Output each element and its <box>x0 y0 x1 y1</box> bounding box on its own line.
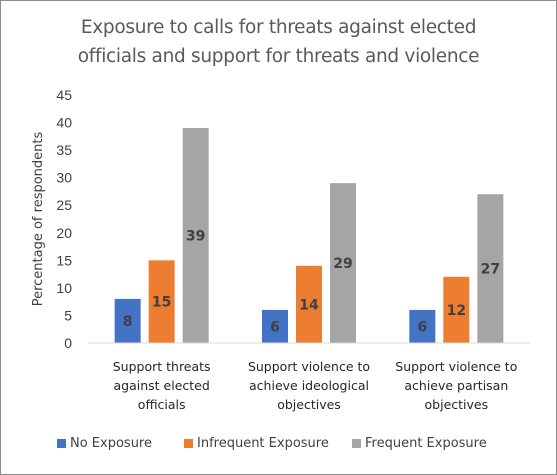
legend-item: No Exposure <box>57 436 152 451</box>
category-label-line: Support violence to <box>248 359 370 374</box>
y-tick-label: 15 <box>56 252 72 268</box>
category-label-line: officials <box>138 397 186 412</box>
data-labels: 8 15 39 6 14 29 6 12 27 <box>123 229 500 336</box>
legend-label: No Exposure <box>70 436 152 451</box>
y-axis-ticks: 0 5 10 15 20 25 30 35 40 45 <box>56 87 72 351</box>
data-label: 8 <box>123 314 133 330</box>
bar <box>330 183 356 343</box>
legend-swatch <box>352 439 361 448</box>
bar <box>409 309 436 343</box>
data-label: 6 <box>417 319 427 335</box>
y-tick-label: 45 <box>56 87 72 103</box>
category-label-line: Support threats <box>113 359 211 374</box>
legend-item: Infrequent Exposure <box>184 436 329 451</box>
category-label-line: objectives <box>425 397 489 412</box>
y-tick-label: 20 <box>56 225 72 241</box>
data-label: 29 <box>333 256 352 272</box>
y-axis-label: Percentage of respondents <box>31 131 46 306</box>
bars <box>114 128 504 343</box>
y-tick-label: 10 <box>56 280 72 296</box>
category-labels: Support threats against elected officials S… <box>113 359 518 412</box>
legend-label: Frequent Exposure <box>365 436 487 451</box>
bar <box>296 265 322 343</box>
data-label: 27 <box>481 262 500 278</box>
chart-title-line-2: officials and support for threats and vi… <box>77 46 480 67</box>
category-label-line: achieve partisan <box>404 378 508 393</box>
y-tick-label: 25 <box>56 197 72 213</box>
bar <box>477 194 504 343</box>
category-label-line: achieve ideological <box>249 378 369 393</box>
category-label-line: objectives <box>277 397 341 412</box>
y-tick-label: 0 <box>64 335 72 351</box>
data-label: 6 <box>270 319 280 335</box>
data-label: 39 <box>186 229 205 245</box>
data-label: 15 <box>152 295 171 311</box>
legend-label: Infrequent Exposure <box>197 436 329 451</box>
bar <box>114 298 141 343</box>
y-tick-label: 5 <box>64 307 72 323</box>
chart-title-line-1: Exposure to calls for threats against el… <box>80 17 477 38</box>
bar <box>148 260 175 343</box>
legend-swatch <box>57 439 66 448</box>
y-tick-label: 35 <box>56 142 72 158</box>
bar <box>443 276 470 343</box>
legend-item: Frequent Exposure <box>352 436 487 451</box>
category-label-line: Support violence to <box>395 359 517 374</box>
bar <box>182 128 209 343</box>
bar <box>262 309 288 343</box>
legend-swatch <box>184 439 193 448</box>
category-label-line: against elected <box>114 378 210 393</box>
data-label: 14 <box>299 297 319 313</box>
y-tick-label: 30 <box>56 170 72 186</box>
legend: No Exposure Infrequent Exposure Frequent E… <box>0 436 557 456</box>
data-label: 12 <box>447 303 466 319</box>
y-tick-label: 40 <box>56 115 72 131</box>
